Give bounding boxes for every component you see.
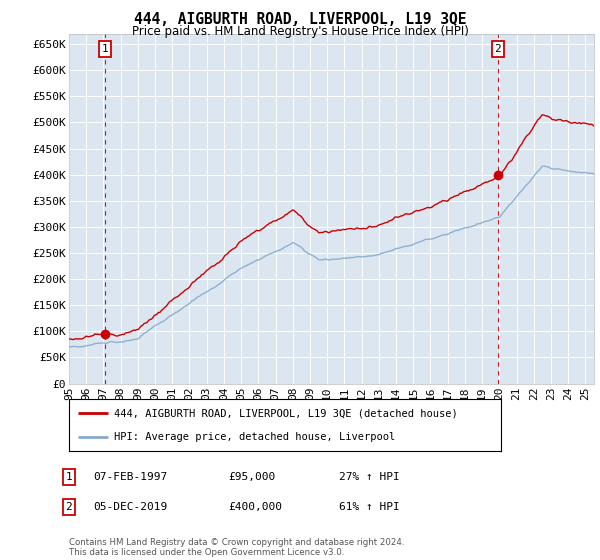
- Text: £95,000: £95,000: [228, 472, 275, 482]
- Text: 61% ↑ HPI: 61% ↑ HPI: [339, 502, 400, 512]
- Text: 1: 1: [65, 472, 73, 482]
- Text: Contains HM Land Registry data © Crown copyright and database right 2024.
This d: Contains HM Land Registry data © Crown c…: [69, 538, 404, 557]
- Text: 444, AIGBURTH ROAD, LIVERPOOL, L19 3QE (detached house): 444, AIGBURTH ROAD, LIVERPOOL, L19 3QE (…: [115, 408, 458, 418]
- Text: 05-DEC-2019: 05-DEC-2019: [93, 502, 167, 512]
- Text: 27% ↑ HPI: 27% ↑ HPI: [339, 472, 400, 482]
- Text: 444, AIGBURTH ROAD, LIVERPOOL, L19 3QE: 444, AIGBURTH ROAD, LIVERPOOL, L19 3QE: [134, 12, 466, 27]
- Text: 1: 1: [102, 44, 109, 54]
- Text: 2: 2: [65, 502, 73, 512]
- Text: HPI: Average price, detached house, Liverpool: HPI: Average price, detached house, Live…: [115, 432, 395, 442]
- Text: 2: 2: [494, 44, 502, 54]
- Text: £400,000: £400,000: [228, 502, 282, 512]
- Text: 07-FEB-1997: 07-FEB-1997: [93, 472, 167, 482]
- Text: Price paid vs. HM Land Registry's House Price Index (HPI): Price paid vs. HM Land Registry's House …: [131, 25, 469, 38]
